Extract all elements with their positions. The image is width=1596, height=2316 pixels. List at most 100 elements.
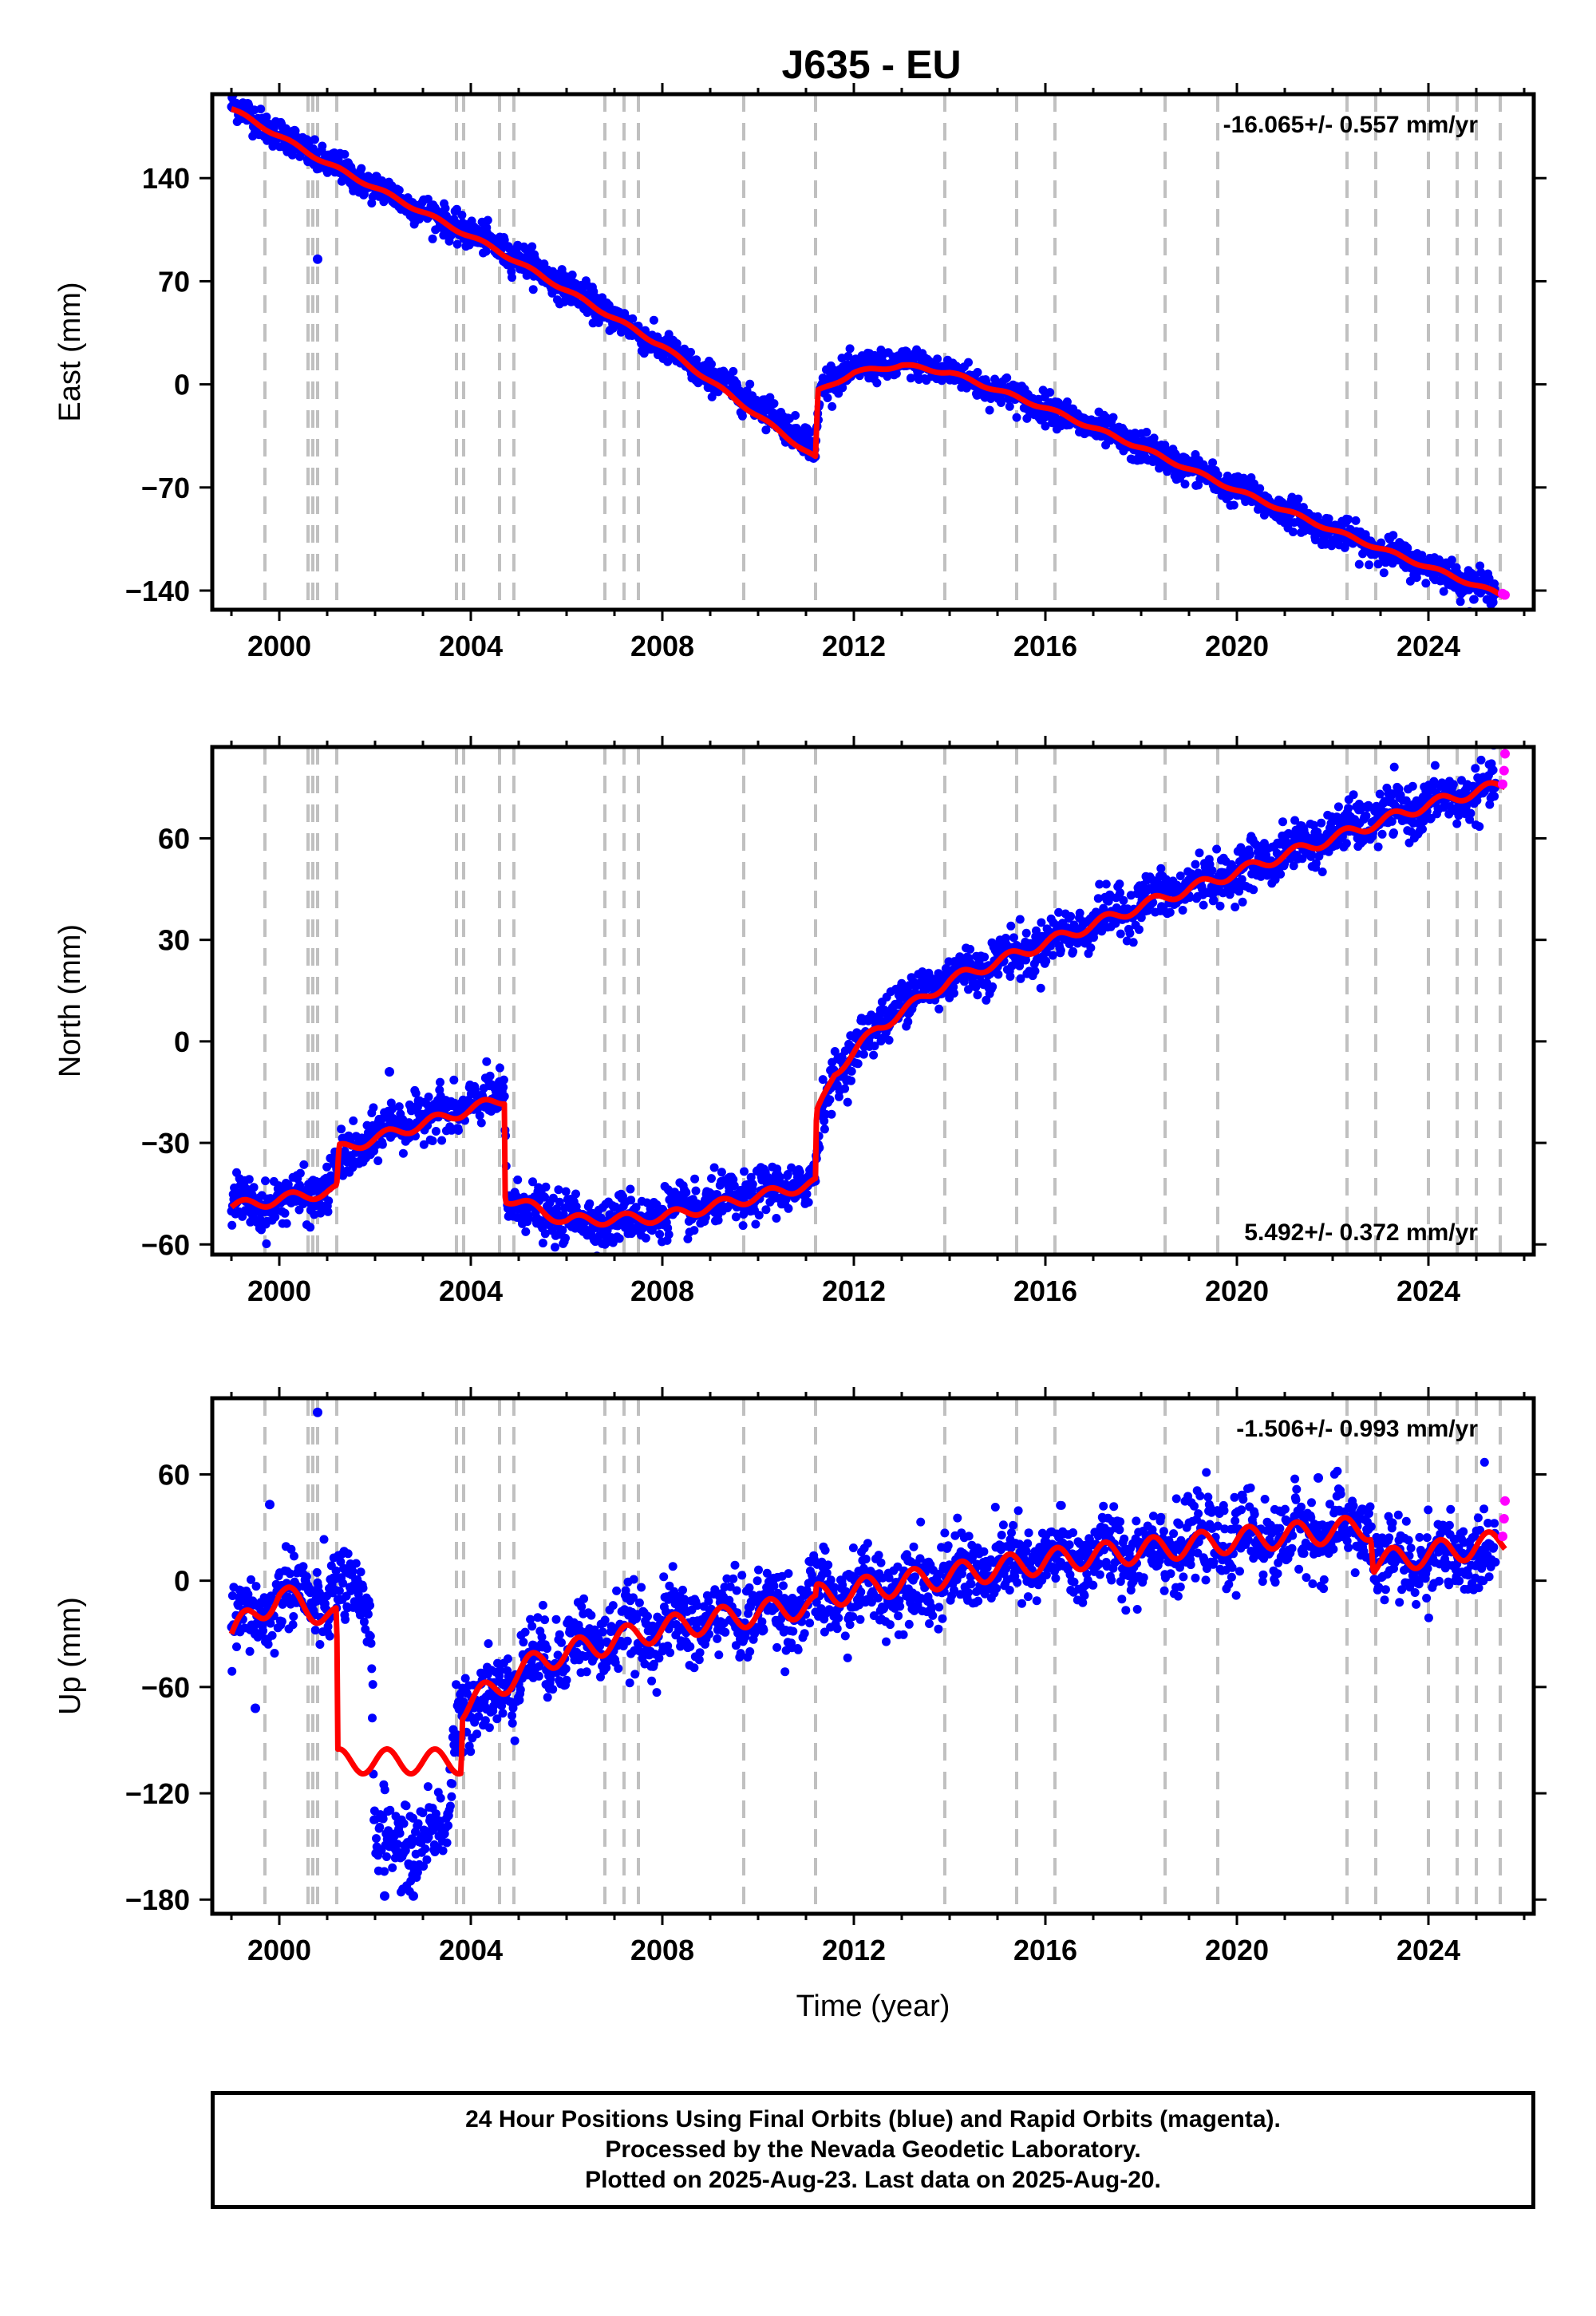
final-point [709,1163,719,1172]
final-point [372,1834,381,1844]
final-point [1175,871,1185,880]
final-point [295,1168,305,1178]
rapid-point [1498,779,1507,789]
final-point [325,1631,334,1641]
final-point [1344,804,1353,813]
final-point [1142,428,1152,437]
up-plot-area [227,1398,1510,1914]
final-point [616,327,626,337]
final-point [282,1219,291,1228]
final-point [1086,943,1096,953]
final-point [731,1212,741,1222]
final-point [541,1182,551,1192]
final-point [1041,421,1050,431]
final-point [1262,851,1271,860]
final-point [903,1017,913,1026]
final-point [310,1626,320,1635]
final-point [950,989,958,998]
final-point [1373,559,1383,569]
final-point [318,141,327,151]
final-point [449,1075,459,1085]
final-point [1418,824,1427,834]
final-point [423,195,433,204]
final-point [830,1047,839,1056]
final-point [791,411,800,420]
final-point [1156,864,1166,873]
final-point [1358,836,1368,846]
up-panel: 2000 2004 2008 2012 2016 2020 2024−180−120−600… [53,1387,1547,2023]
final-point [336,1557,346,1567]
final-point [1447,555,1456,565]
final-point [483,215,492,225]
final-point [1307,849,1316,859]
final-point [1208,458,1218,468]
final-point [334,1586,344,1595]
final-point [805,428,815,437]
final-point [1249,885,1258,895]
final-point [693,378,703,388]
final-point [1417,551,1427,560]
final-point [388,1863,397,1872]
final-point [1002,373,1012,382]
final-point [373,1156,383,1165]
final-point [585,1199,595,1208]
final-point [357,164,366,173]
final-point [1354,559,1364,569]
x-tick-label: 2016 [1013,1275,1077,1307]
final-point [528,285,538,294]
final-point [476,1118,486,1128]
east-panel: 2000 2004 2008 2012 2016 2020 2024−140−7007014… [53,83,1547,662]
final-point [802,1189,812,1199]
final-point [368,1713,377,1723]
final-point [437,1136,447,1145]
final-point [1075,908,1084,918]
final-point [1294,494,1303,504]
final-point [1255,484,1265,493]
final-point [1358,549,1368,559]
final-point [1048,951,1057,960]
final-point [649,315,658,325]
final-point [394,185,404,195]
final-point [1333,802,1343,812]
final-point [558,1225,567,1235]
final-point [1309,820,1318,830]
final-point [973,990,982,1000]
final-point [527,242,537,251]
final-point [351,1559,361,1568]
y-tick-label: −30 [141,1127,190,1160]
final-point [1119,895,1128,905]
final-point [262,113,271,121]
final-point [485,1071,495,1081]
final-point [378,1814,388,1824]
final-point [884,1035,894,1045]
final-point [1389,762,1399,772]
final-point [508,273,516,283]
final-point [457,211,467,219]
final-point [1136,913,1146,923]
final-point [227,1666,237,1676]
final-point [1290,816,1300,825]
final-point [1178,906,1187,915]
final-point [690,1174,700,1184]
final-point [1005,401,1014,411]
final-point [395,1828,405,1838]
final-point [419,1862,429,1871]
final-point [245,1646,255,1656]
final-point [349,1116,358,1125]
final-point [440,204,450,213]
final-point [363,1610,373,1619]
final-point [337,1124,346,1134]
final-point [973,368,982,377]
final-point [1245,850,1254,860]
final-point [500,1092,509,1101]
north-y-axis-label: North (mm) [53,924,87,1077]
chart-title: J635 - EU [781,42,961,87]
final-point [380,1785,389,1795]
east-frame [210,92,1536,612]
final-point [286,1544,296,1554]
final-point [428,1136,437,1145]
final-point [366,1638,376,1648]
final-point [994,970,1003,979]
y-tick-label: −70 [141,472,190,504]
